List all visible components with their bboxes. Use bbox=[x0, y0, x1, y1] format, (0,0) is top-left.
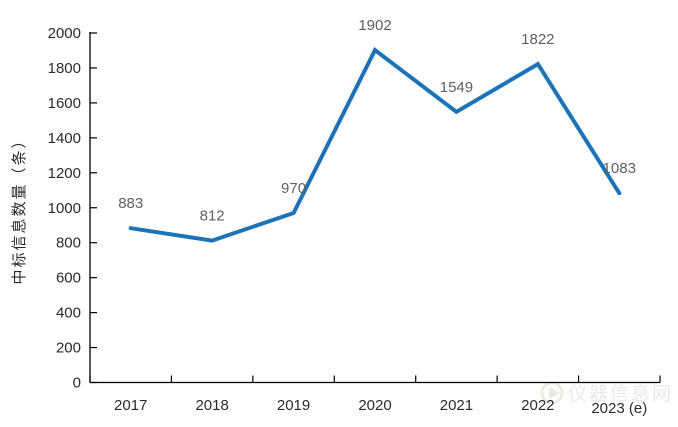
x-tick-label: 2023 (e) bbox=[591, 400, 647, 417]
data-labels: 883 812 970 1902 1549 1822 1083 bbox=[118, 17, 636, 224]
y-tick-label: 1600 bbox=[48, 95, 81, 112]
data-point-label: 970 bbox=[281, 180, 306, 197]
x-tick-label: 2018 bbox=[195, 397, 228, 414]
x-tick-label: 2020 bbox=[358, 397, 391, 414]
data-point-label: 812 bbox=[200, 208, 225, 225]
y-tick-label: 400 bbox=[56, 305, 81, 322]
y-tick-label: 1400 bbox=[48, 130, 81, 147]
axes: 0 200 400 600 800 1000 1200 1400 1600 1800 2000 201… bbox=[48, 25, 661, 417]
y-tick-label: 1200 bbox=[48, 165, 81, 182]
y-tick-label: 600 bbox=[56, 270, 81, 287]
y-tick-label: 800 bbox=[56, 235, 81, 252]
y-tick-label: 1800 bbox=[48, 60, 81, 77]
data-point-label: 1549 bbox=[440, 79, 473, 96]
y-tick-label: 200 bbox=[56, 340, 81, 357]
y-axis-title: 中标信息数量（条） bbox=[11, 131, 28, 284]
watermark-play-icon bbox=[549, 387, 560, 399]
x-tick-label: 2017 bbox=[114, 397, 147, 414]
watermark-text: 仪器信息网 bbox=[568, 383, 673, 405]
x-tick-label: 2019 bbox=[277, 397, 310, 414]
data-point-label: 1083 bbox=[603, 160, 636, 177]
line-series bbox=[128, 47, 622, 243]
data-point-label: 1822 bbox=[521, 31, 554, 48]
y-tick-label: 0 bbox=[73, 375, 81, 392]
data-point-label: 1902 bbox=[358, 17, 391, 34]
data-point-label: 883 bbox=[118, 195, 143, 212]
y-tick-label: 1000 bbox=[48, 200, 81, 217]
x-tick-label: 2022 bbox=[521, 397, 554, 414]
x-tick-label: 2021 bbox=[440, 397, 473, 414]
data-line bbox=[128, 47, 622, 243]
y-tick-label: 2000 bbox=[48, 25, 81, 42]
